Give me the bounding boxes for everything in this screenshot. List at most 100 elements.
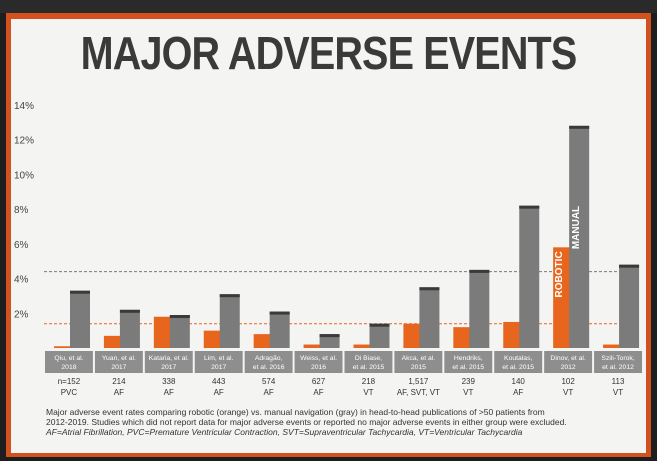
robotic-bar (503, 321, 522, 348)
robotic-bar (253, 334, 272, 348)
arrhythmia-type: AF (513, 388, 523, 397)
n-value: 239 (462, 377, 476, 386)
category-label: 2016 (311, 364, 326, 371)
manual-bar (569, 125, 590, 348)
legend-robotic-label: ROBOTIC (554, 251, 565, 297)
n-value: 627 (312, 377, 326, 386)
category-label: 2012 (561, 364, 576, 371)
robotic-bar (453, 327, 472, 348)
y-tick-label: 14% (14, 101, 34, 112)
category-label: Lim, et al. (204, 355, 234, 362)
category-label: et al. 2015 (502, 364, 534, 371)
category-label: Koutalas, (504, 355, 532, 362)
category-label: 2017 (211, 364, 226, 371)
robotic-bar (603, 344, 622, 348)
category-label: Di Biase, (355, 355, 382, 362)
category-label: et al. 2015 (353, 364, 385, 371)
manual-bar-top (419, 287, 440, 291)
manual-bar-top (119, 309, 140, 313)
n-value: 338 (162, 377, 176, 386)
y-tick-label: 10% (14, 170, 34, 181)
robotic-bar (153, 316, 172, 348)
category-label-box (394, 351, 443, 373)
category-label-box (45, 351, 93, 373)
y-tick-label: 12% (14, 136, 34, 147)
manual-bar-top (519, 205, 540, 209)
n-value: 1,517 (408, 377, 429, 386)
manual-bar-top (219, 294, 240, 298)
category-label-box (144, 351, 193, 373)
n-value: 574 (262, 377, 276, 386)
slide-panel (11, 19, 646, 453)
category-label-box (594, 351, 642, 373)
category-label-box (294, 351, 343, 373)
manual-bar-top (319, 334, 340, 338)
y-tick-label: 6% (14, 240, 29, 251)
category-label-box (544, 351, 593, 373)
category-label: 2017 (161, 364, 176, 371)
category-label-box (94, 351, 143, 373)
y-tick-label: 4% (14, 275, 29, 286)
category-label-box (344, 351, 393, 373)
arrhythmia-type: AF (214, 388, 224, 397)
category-label: Hendriks, (454, 355, 483, 362)
robotic-bar (54, 346, 72, 348)
slide-title: MAJOR ADVERSE EVENTS (80, 27, 578, 79)
category-label: Kataria, et al. (149, 355, 189, 362)
robotic-bar (203, 330, 222, 348)
manual-bar (469, 269, 490, 348)
manual-bar (219, 294, 240, 348)
footnote-line-1: Major adverse event rates comparing robo… (46, 407, 545, 417)
robotic-bar (353, 344, 372, 348)
manual-bar-top (169, 315, 190, 319)
category-label-box (194, 351, 243, 373)
robotic-bar (403, 323, 422, 348)
manual-bar-top (569, 125, 590, 129)
y-tick-label: 2% (14, 309, 29, 320)
robotic-bar (553, 247, 572, 348)
arrhythmia-type: AF, SVT, VT (397, 388, 440, 397)
n-value: 214 (112, 377, 126, 386)
n-value: n=152 (58, 377, 81, 386)
arrhythmia-type: AF (114, 388, 124, 397)
legend-manual-label: MANUAL (571, 206, 582, 249)
manual-bar-top (469, 269, 490, 273)
top-bar (0, 0, 657, 13)
manual-bar-top (269, 311, 290, 315)
category-label: et al. 2015 (452, 364, 484, 371)
arrhythmia-type: VT (363, 388, 373, 397)
manual-bar (369, 323, 390, 348)
n-value: 443 (212, 377, 226, 386)
arrhythmia-type: VT (563, 388, 573, 397)
category-label: Qiu, et al. (54, 355, 83, 362)
arrhythmia-type: PVC (61, 388, 78, 397)
manual-bar (269, 311, 290, 348)
category-label-box (244, 351, 293, 373)
robotic-bar (103, 335, 122, 348)
category-label-box (494, 351, 543, 373)
manual-bar (619, 264, 640, 348)
arrhythmia-type: VT (613, 388, 623, 397)
arrhythmia-type: AF (264, 388, 274, 397)
category-label: 2017 (111, 364, 126, 371)
n-value: 102 (561, 377, 575, 386)
manual-bar (119, 309, 140, 348)
category-label: Yuan, et al. (102, 355, 136, 362)
manual-bar-top (369, 323, 390, 327)
category-label: 2018 (61, 364, 76, 371)
category-label: et al. 2012 (602, 364, 634, 371)
n-value: 113 (612, 377, 625, 386)
manual-bar-top (70, 290, 90, 294)
category-label-box (444, 351, 493, 373)
manual-bar (419, 287, 440, 348)
n-value: 218 (362, 377, 376, 386)
y-tick-label: 8% (14, 205, 29, 216)
category-label: Szili-Torok, (601, 355, 634, 362)
manual-bar (70, 290, 90, 348)
category-label: Adragão, (255, 355, 283, 362)
arrhythmia-type: AF (313, 388, 323, 397)
arrhythmia-type: AF (164, 388, 174, 397)
category-label: Akca, et al. (402, 355, 436, 362)
